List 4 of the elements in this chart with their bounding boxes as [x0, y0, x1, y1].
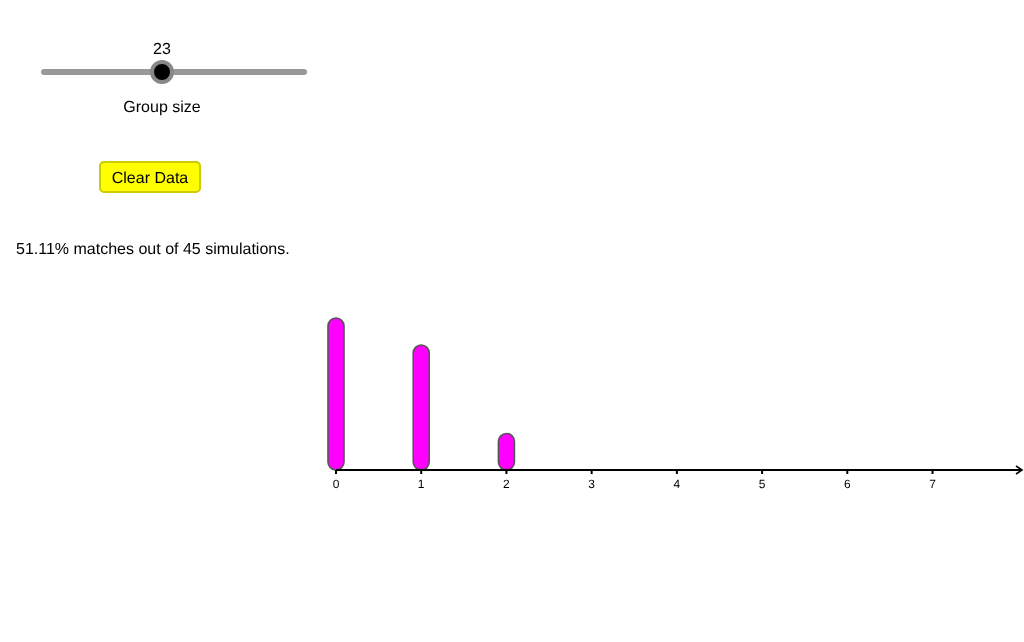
- text: Group size: [123, 98, 202, 116]
- text: Clear Data: [111, 169, 190, 187]
- text: 51.11% matches out of 45 simulations.: [16, 240, 290, 258]
- text: 23: [153, 40, 172, 58]
